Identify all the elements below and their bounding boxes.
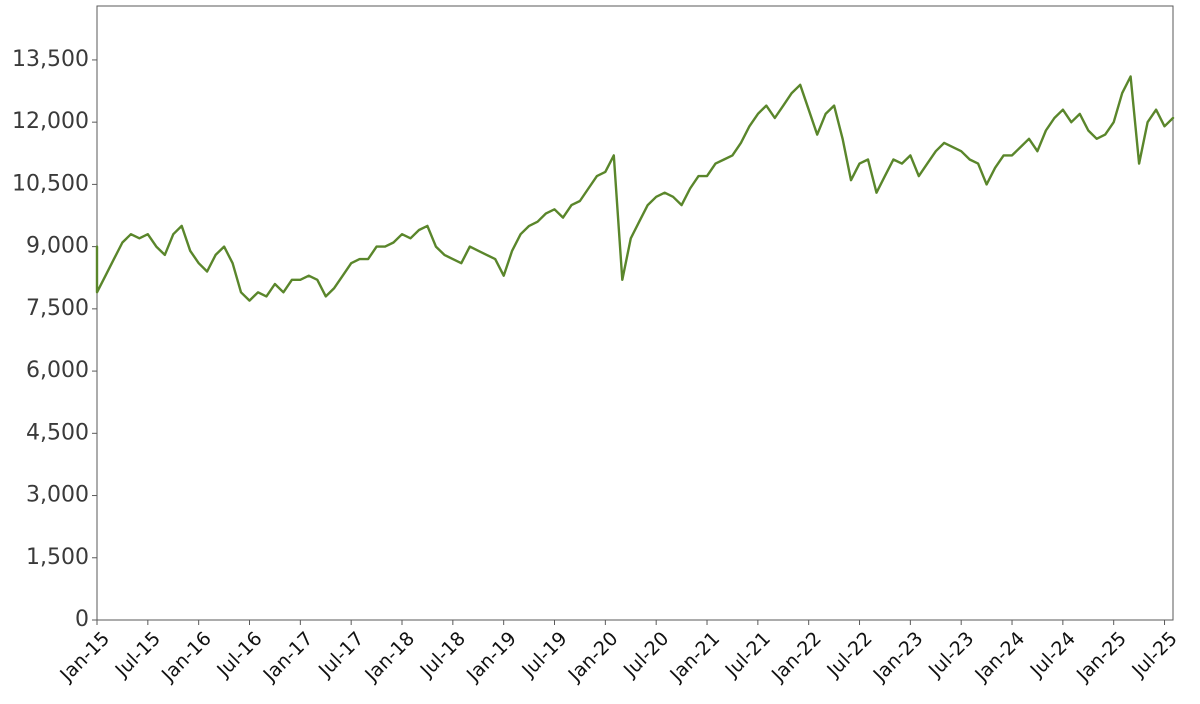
y-tick-label: 4,500 [26,420,89,445]
x-tick-label: Jul-25 [1127,628,1181,682]
x-tick-label: Jan-22 [767,628,826,687]
x-tick-label: Jul-20 [619,628,673,682]
x-tick-label: Jul-15 [111,628,165,682]
x-axis: Jan-15Jul-15Jan-16Jul-16Jan-17Jul-17Jan-… [55,620,1182,687]
plot-area-frame [96,5,1174,621]
y-tick-label: 7,500 [26,296,89,321]
x-tick-label: Jul-19 [517,628,571,682]
x-tick-label: Jan-25 [1072,628,1131,687]
x-tick-label: Jan-20 [564,628,623,687]
x-tick-label: Jul-24 [1026,628,1080,682]
x-tick-label: Jul-21 [721,628,775,682]
y-axis: 0 1,500 3,000 4,500 6,000 7,500 9,000 10,500 12,… [12,47,97,632]
x-tick-label: Jul-22 [822,628,876,682]
y-tick-label: 0 [75,607,89,632]
y-tick-label: 1,500 [26,545,89,570]
y-tick-label: 12,000 [12,109,89,134]
series-line [95,75,1175,302]
x-tick-label: Jan-17 [259,628,318,687]
x-tick-label: Jan-19 [462,628,521,687]
x-tick-label: Jan-15 [55,628,114,687]
y-tick-label: 6,000 [26,358,89,383]
y-tick-label: 9,000 [26,234,89,259]
x-tick-label: Jan-24 [970,628,1029,687]
y-tick-label: 3,000 [26,483,89,508]
x-tick-label: Jan-18 [360,628,419,687]
x-tick-label: Jul-16 [212,628,266,682]
x-tick-label: Jan-21 [665,628,724,687]
x-tick-label: Jul-17 [314,628,368,682]
x-tick-label: Jan-23 [869,628,928,687]
x-tick-label: Jul-18 [416,628,470,682]
y-tick-label: 10,500 [12,171,89,196]
x-tick-label: Jul-23 [924,628,978,682]
y-tick-label: 13,500 [12,47,89,72]
series-layer [95,75,1175,302]
x-tick-label: Jan-16 [157,628,216,687]
